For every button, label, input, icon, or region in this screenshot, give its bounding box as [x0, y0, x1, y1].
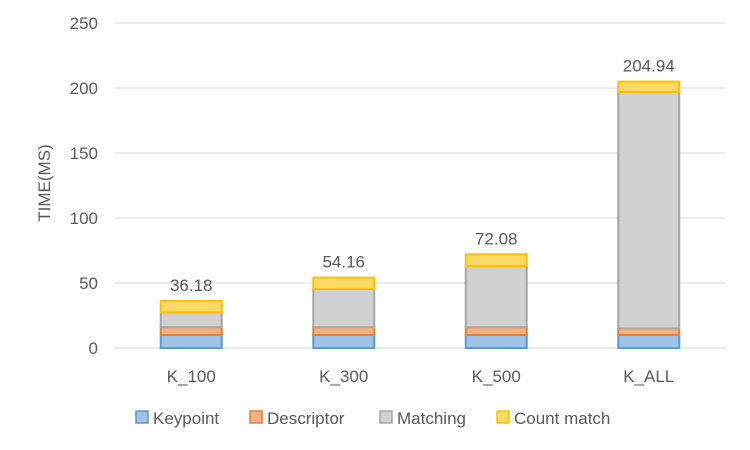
bar-segment-matching	[159, 311, 223, 329]
total-labels: 36.18 54.16 72.08 204.94	[170, 57, 675, 295]
x-tick-label: K_100	[167, 367, 216, 386]
bar-segment-keypoint	[159, 334, 223, 349]
legend-label: Matching	[397, 409, 466, 428]
legend-label: Count match	[514, 409, 610, 428]
total-label: 36.18	[170, 276, 213, 295]
legend: Keypoint Descriptor Matching Count match	[135, 409, 610, 428]
y-axis-label: TIME(MS)	[35, 144, 54, 221]
bar-segment-keypoint	[617, 334, 681, 349]
legend-swatch	[135, 410, 149, 424]
bar-segment-descriptor	[464, 326, 528, 337]
x-tick-label: K_ALL	[623, 367, 674, 386]
y-tick-label: 50	[79, 274, 98, 293]
x-axis-categories: K_100 K_300 K_500 K_ALL	[167, 367, 675, 386]
total-label: 54.16	[322, 253, 365, 272]
total-label: 204.94	[623, 57, 675, 76]
y-tick-label: 100	[70, 209, 98, 228]
bars	[159, 80, 681, 349]
y-tick-label: 150	[70, 144, 98, 163]
bar-segment-count-match	[312, 276, 376, 290]
bar-segment-keypoint	[312, 334, 376, 349]
bar-segment-count-match	[617, 80, 681, 93]
legend-swatch	[379, 410, 393, 424]
legend-label: Keypoint	[153, 409, 219, 428]
y-tick-label: 250	[70, 14, 98, 33]
bar-segment-matching	[312, 287, 376, 329]
x-tick-label: K_300	[319, 367, 368, 386]
legend-swatch	[496, 410, 510, 424]
bar-segment-count-match	[464, 253, 528, 268]
y-axis-ticks: 0 50 100 150 200 250	[70, 14, 98, 358]
legend-swatch	[249, 410, 263, 424]
bar-segment-descriptor	[312, 326, 376, 337]
bar-segment-matching	[464, 265, 528, 329]
x-tick-label: K_500	[472, 367, 521, 386]
legend-label: Descriptor	[267, 409, 345, 428]
y-tick-label: 200	[70, 79, 98, 98]
total-label: 72.08	[475, 229, 518, 248]
bar-segment-descriptor	[159, 326, 223, 337]
bar-segment-matching	[617, 90, 681, 330]
bar-segment-count-match	[159, 299, 223, 314]
bar-segment-keypoint	[464, 334, 528, 349]
y-tick-label: 0	[89, 339, 98, 358]
